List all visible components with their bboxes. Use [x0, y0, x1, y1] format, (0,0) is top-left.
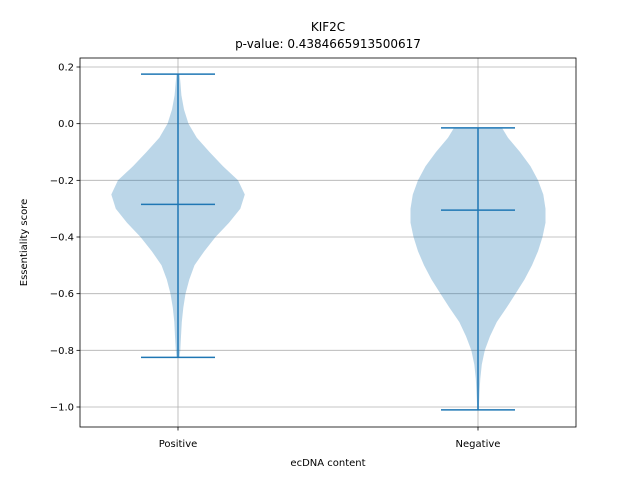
y-tick-label: −0.6 [50, 289, 74, 300]
y-tick-label: −1.0 [50, 403, 74, 414]
violin-stat-lines [141, 73, 515, 411]
y-tick-label: 0.2 [58, 63, 74, 74]
x-axis-label: ecDNA content [290, 458, 365, 469]
y-tick-label: 0.0 [58, 119, 74, 130]
y-tick-label: −0.8 [50, 346, 74, 357]
chart-subtitle: p-value: 0.4384665913500617 [235, 37, 421, 51]
y-tick-label: −0.4 [50, 233, 74, 244]
plot-area-frame [79, 57, 577, 428]
y-axis-label: Essentiality score [19, 199, 30, 287]
x-tick-label: Negative [456, 439, 501, 450]
y-tick-label: −0.2 [50, 176, 74, 187]
violin-bodies [111, 74, 546, 410]
axis-ticks: 0.2 0.0 −0.2 −0.4 −0.6 −0.8 −1.0 Positive Negati… [50, 63, 501, 451]
chart-title: KIF2C [311, 20, 345, 34]
x-tick-label: Positive [159, 439, 198, 450]
